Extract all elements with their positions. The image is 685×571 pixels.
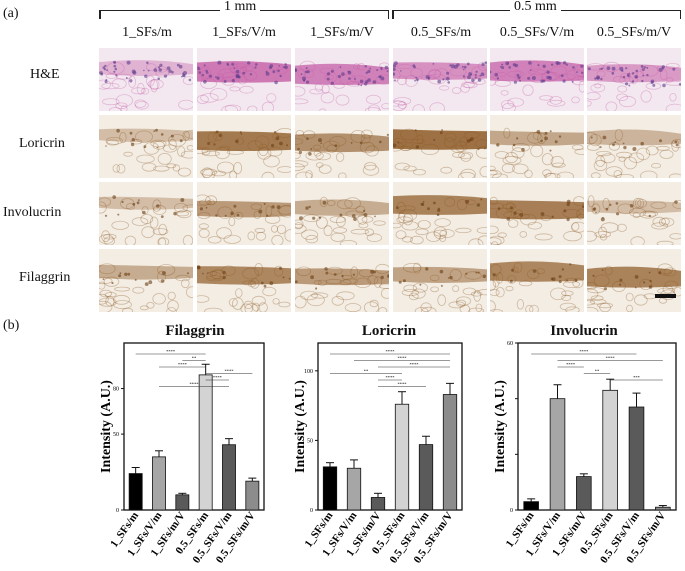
y-axis-label: Intensity (A.U.) (493, 380, 508, 473)
y-tick-label: 50 (113, 432, 119, 438)
micrograph-tile (587, 48, 681, 111)
significance-marker: **** (386, 375, 396, 380)
y-tick-label: 100 (304, 369, 313, 375)
group-label-1mm: 1 mm (220, 0, 261, 15)
significance-marker: **** (410, 362, 420, 367)
scale-bar (655, 294, 676, 298)
significance-marker: **** (386, 349, 396, 354)
plot-frame (317, 342, 463, 511)
micrograph-tile (99, 115, 193, 178)
y-tick-label: 0 (510, 508, 513, 514)
bar (602, 389, 618, 511)
bar (322, 466, 338, 511)
column-label: 1_SFs/m/V (310, 25, 374, 40)
significance-marker: **** (225, 369, 235, 374)
chart-title-loricrin: Loricrin (361, 323, 417, 339)
micrograph-tile (587, 182, 681, 245)
micrograph-tile (99, 182, 193, 245)
row-label-involucrin: Involucrin (3, 205, 62, 220)
bar (346, 467, 362, 511)
micrograph-tile (197, 249, 291, 312)
bar (175, 494, 190, 511)
y-tick-label: 50 (307, 438, 313, 444)
y-axis-label: Intensity (A.U.) (99, 380, 114, 473)
significance-marker: **** (566, 362, 576, 367)
bar (576, 476, 592, 511)
micrograph-tile (393, 249, 487, 312)
significance-marker: ** (192, 356, 197, 361)
bar (128, 473, 143, 511)
micrograph-tile (490, 115, 584, 178)
bar (655, 506, 671, 511)
significance-marker: ** (595, 369, 600, 374)
row-label-filaggrin: Filaggrin (19, 270, 71, 285)
y-tick-label: 0 (116, 508, 119, 514)
micrograph-tile (99, 249, 193, 312)
micrograph-tile (490, 182, 584, 245)
micrograph-tile (490, 249, 584, 312)
micrograph-tile (587, 249, 681, 312)
bar (628, 406, 645, 511)
significance-marker: **** (606, 356, 616, 361)
micrograph-tile (490, 48, 584, 111)
plot-frame (517, 342, 677, 511)
significance-marker: **** (190, 382, 200, 387)
y-tick-label: 60 (507, 341, 513, 347)
micrograph-tile (295, 249, 389, 312)
bar (222, 444, 236, 511)
bar (523, 501, 539, 511)
panel-a-label: (a) (3, 6, 19, 21)
significance-marker: **** (398, 382, 408, 387)
plot-frame (123, 342, 265, 511)
column-label: 1_SFs/V/m (212, 25, 276, 40)
y-tick-label: 80 (113, 387, 119, 393)
significance-marker: **** (398, 356, 408, 361)
significance-marker: ** (364, 369, 369, 374)
row-label-loricrin: Loricrin (19, 136, 65, 151)
y-axis-label: Intensity (A.U.) (293, 380, 308, 473)
micrograph-tile (587, 115, 681, 178)
micrograph-tile (197, 115, 291, 178)
micrograph-tile (197, 182, 291, 245)
significance-marker: *** (633, 375, 641, 380)
y-tick-label: 0 (310, 508, 313, 514)
column-label: 0.5_SFs/m (410, 25, 472, 40)
micrograph-tile (99, 48, 193, 111)
column-label: 1_SFs/m (122, 25, 172, 40)
bar (245, 480, 260, 511)
micrograph-tile (295, 115, 389, 178)
bar (370, 497, 386, 511)
micrograph-tile (393, 48, 487, 111)
bar (418, 444, 434, 511)
group-label-05mm: 0.5 mm (510, 0, 561, 15)
micrograph-tile (197, 48, 291, 111)
bar (549, 398, 566, 511)
bar (394, 403, 410, 511)
micrograph-tile (295, 182, 389, 245)
significance-marker: **** (213, 375, 223, 380)
column-label: 0.5_SFs/V/m (499, 25, 575, 40)
micrograph-tile (393, 182, 487, 245)
row-label-he: H&E (30, 67, 60, 82)
chart-title-filaggrin: Filaggrin (165, 323, 225, 339)
chart-title-involucrin: Involucrin (550, 323, 618, 339)
panel-b-label: (b) (3, 318, 20, 333)
bar (442, 394, 458, 511)
significance-marker: **** (178, 362, 188, 367)
micrograph-tile (393, 115, 487, 178)
significance-marker: **** (579, 349, 589, 354)
significance-marker: **** (166, 349, 176, 354)
column-label: 0.5_SFs/m/V (596, 25, 672, 40)
micrograph-tile (295, 48, 389, 111)
bar (198, 374, 213, 511)
bar (152, 456, 166, 511)
